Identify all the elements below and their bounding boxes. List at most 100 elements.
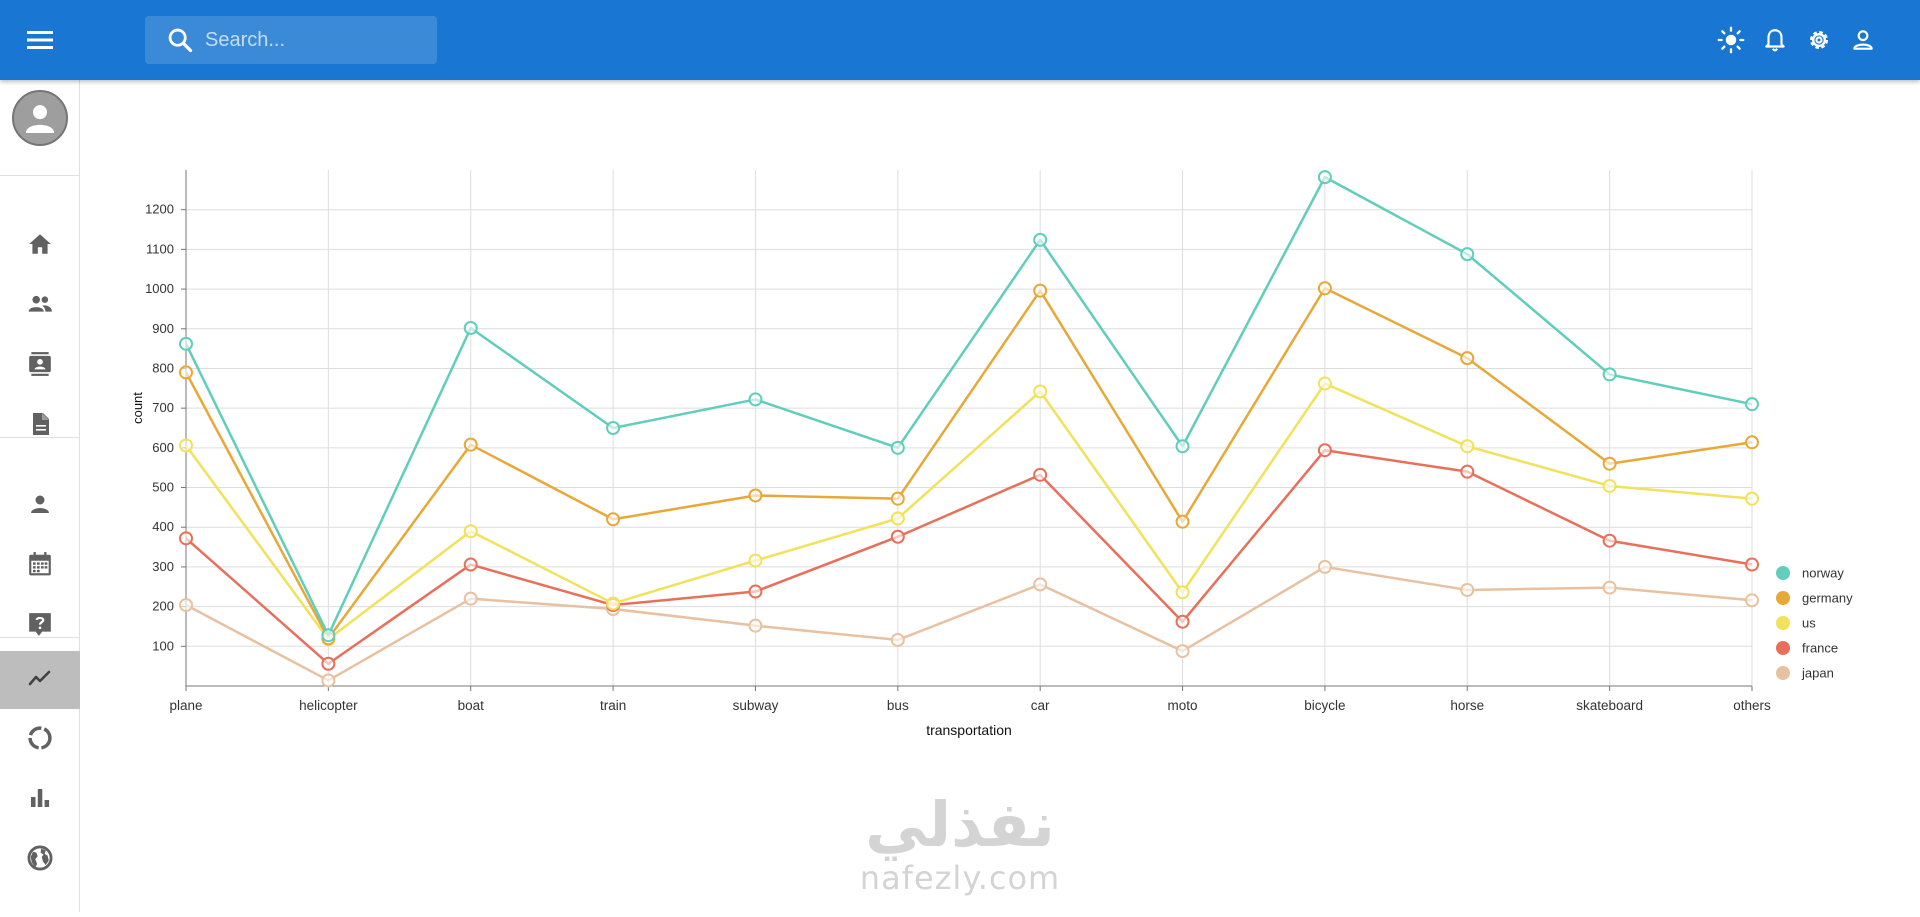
data-point-france — [1745, 557, 1759, 572]
y-tick-label: 700 — [152, 400, 174, 415]
sidebar-item-line-chart[interactable] — [0, 651, 80, 709]
data-point-germany — [1317, 281, 1332, 296]
top-app-bar — [0, 0, 1920, 80]
sidebar-divider — [0, 637, 80, 638]
x-tick-label: skateboard — [1576, 698, 1643, 713]
data-point-france — [1033, 467, 1048, 482]
x-tick-label: bus — [887, 698, 909, 713]
profile-icon — [28, 491, 52, 522]
x-tick-label: train — [600, 698, 626, 713]
series-france — [179, 443, 1759, 671]
line-chart-icon — [25, 666, 55, 695]
data-point-norway — [890, 440, 905, 455]
series-japan — [179, 559, 1759, 688]
legend-label: us — [1802, 616, 1816, 631]
data-point-germany — [1460, 351, 1475, 366]
data-point-us — [1317, 376, 1332, 391]
chart-area: 100 200 300 400 500 600 700 800 900 1000 1100 1200 p… — [80, 80, 1920, 912]
y-tick-label: 800 — [152, 360, 174, 375]
home-icon — [27, 231, 53, 262]
data-point-japan — [748, 618, 763, 633]
data-point-us — [1745, 491, 1759, 506]
data-point-norway — [463, 320, 478, 335]
data-point-france — [321, 656, 336, 671]
data-point-germany — [748, 488, 763, 503]
sidebar-item-geography[interactable] — [0, 831, 80, 889]
data-point-us — [1175, 585, 1190, 600]
sidebar-item-faq[interactable] — [0, 597, 80, 655]
menu-icon[interactable] — [22, 24, 58, 56]
data-point-germany — [890, 491, 905, 506]
data-point-france — [1175, 614, 1190, 629]
x-tick-label: subway — [733, 698, 779, 713]
legend-swatch — [1776, 616, 1790, 630]
data-point-japan — [463, 591, 478, 606]
x-tick-label: plane — [169, 698, 202, 713]
x-tick-label: others — [1733, 698, 1771, 713]
legend: norway germany us france japan — [1776, 566, 1853, 681]
data-point-norway — [321, 628, 336, 643]
data-point-us — [1460, 439, 1475, 454]
data-point-us — [463, 524, 478, 539]
data-point-france — [1460, 464, 1475, 479]
x-axis-title: transportation — [926, 722, 1012, 738]
top-actions — [1716, 24, 1878, 56]
series-line-germany — [184, 287, 1753, 640]
data-point-us — [1033, 384, 1048, 399]
legend-label: france — [1802, 641, 1838, 656]
bell-icon[interactable] — [1760, 24, 1790, 56]
faq-icon — [27, 610, 53, 643]
y-tick-label: 600 — [152, 440, 174, 455]
search-input[interactable] — [205, 28, 425, 52]
sidebar — [0, 80, 80, 912]
sidebar-divider — [0, 175, 80, 176]
data-point-norway — [1175, 439, 1190, 454]
data-point-japan — [1745, 593, 1759, 608]
series-us — [179, 376, 1759, 647]
sidebar-item-contacts[interactable] — [0, 337, 80, 395]
y-tick-label: 300 — [152, 559, 174, 574]
x-tick-label: horse — [1450, 698, 1484, 713]
legend-swatch — [1776, 666, 1790, 680]
sidebar-item-pie-chart[interactable] — [0, 711, 80, 769]
y-tick-label: 400 — [152, 519, 174, 534]
data-point-us — [748, 553, 763, 568]
data-point-japan — [1602, 580, 1617, 595]
pie-chart-icon — [26, 724, 54, 757]
data-point-france — [748, 584, 763, 599]
sidebar-item-calendar[interactable] — [0, 537, 80, 595]
sidebar-item-invoices[interactable] — [0, 397, 80, 455]
x-tick-label: helicopter — [299, 698, 358, 713]
data-point-us — [1602, 478, 1617, 493]
legend-swatch — [1776, 566, 1790, 580]
team-icon — [26, 291, 54, 322]
globe-icon — [26, 844, 54, 877]
gear-icon[interactable] — [1804, 24, 1834, 56]
sidebar-item-bar-chart[interactable] — [0, 771, 80, 829]
data-point-germany — [179, 365, 193, 380]
calendar-icon — [27, 550, 53, 583]
data-point-germany — [1602, 456, 1617, 471]
data-point-germany — [606, 512, 621, 527]
sidebar-item-profile[interactable] — [0, 477, 80, 535]
search-icon[interactable] — [165, 25, 195, 55]
data-point-france — [1602, 533, 1617, 548]
line-chart: 100 200 300 400 500 600 700 800 900 1000 1100 1200 p… — [130, 170, 1853, 738]
account-icon[interactable] — [1848, 24, 1878, 56]
y-tick-label: 500 — [152, 480, 174, 495]
data-point-norway — [1460, 247, 1475, 262]
series-line-us — [184, 382, 1753, 641]
brightness-icon[interactable] — [1716, 24, 1746, 56]
data-point-norway — [606, 421, 621, 435]
data-point-japan — [1033, 577, 1048, 592]
data-point-us — [890, 511, 905, 526]
sidebar-divider — [0, 437, 80, 438]
sidebar-item-home[interactable] — [0, 217, 80, 275]
bar-chart-icon — [28, 786, 52, 815]
avatar[interactable] — [12, 90, 68, 146]
y-tick-label: 100 — [152, 638, 174, 653]
sidebar-item-team[interactable] — [0, 277, 80, 335]
legend-swatch — [1776, 591, 1790, 605]
data-point-norway — [748, 392, 763, 407]
data-point-norway — [1745, 397, 1759, 412]
